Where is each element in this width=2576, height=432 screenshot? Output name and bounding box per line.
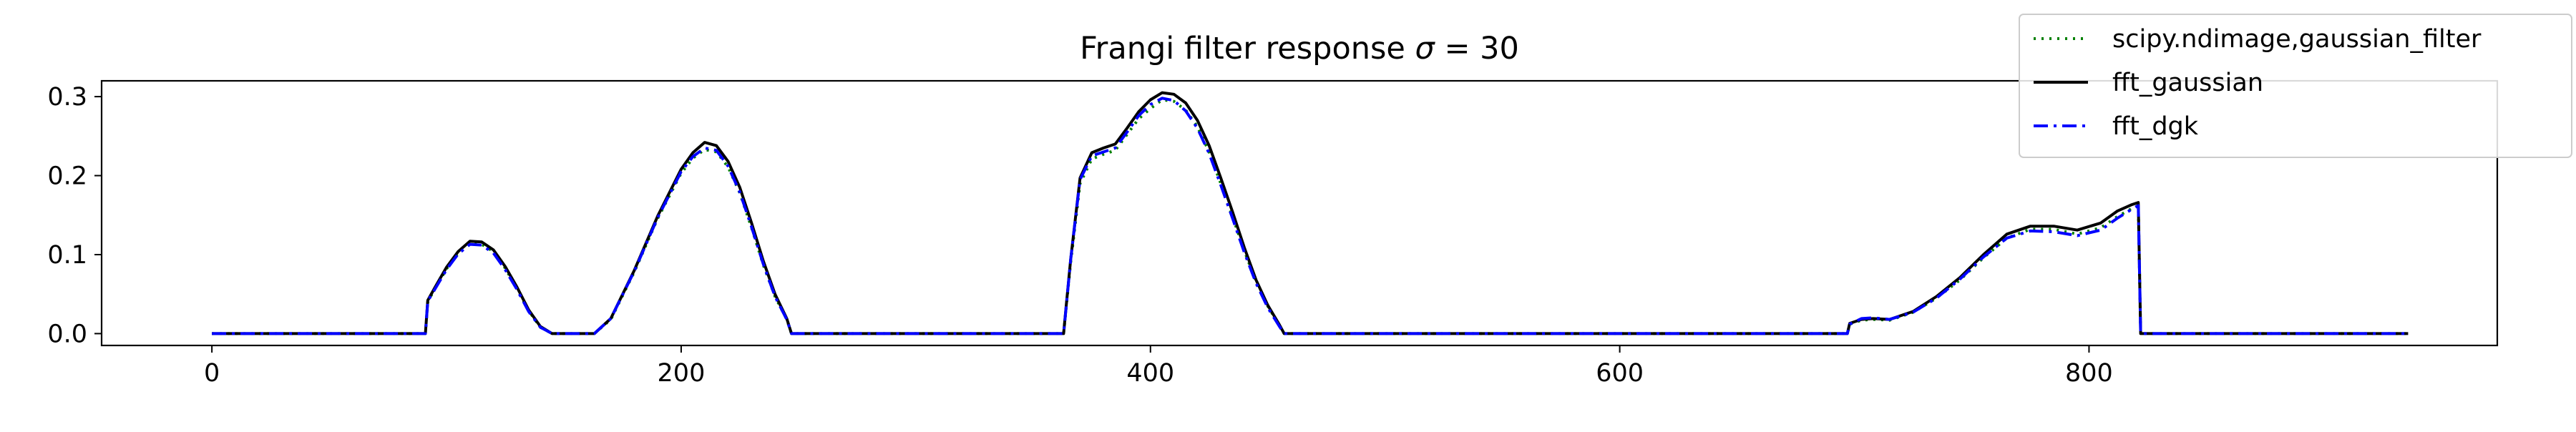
chart-title: Frangi filter response σ = 30	[1080, 31, 1519, 67]
y-tick-label: 0.1	[47, 241, 87, 270]
x-tick-label: 400	[1126, 359, 1174, 388]
axes-frame	[100, 79, 2499, 347]
series-line-fft-dgk	[212, 97, 2409, 335]
chart-title-symbol: σ	[1415, 31, 1436, 67]
x-tick-label: 0	[204, 359, 220, 388]
x-axis: 0 200 400 600 800	[204, 345, 2113, 388]
y-tick-label: 0.3	[47, 83, 87, 112]
y-tick-label: 0.0	[47, 320, 87, 348]
x-tick-label: 600	[1596, 359, 1644, 388]
chart-title-text: Frangi filter response	[1080, 31, 1415, 67]
x-tick-label: 200	[658, 359, 706, 388]
series-group	[212, 91, 2409, 335]
legend-label: fft_gaussian	[2112, 69, 2263, 97]
legend: scipy.ndimage,gaussian_filter fft_gaussia…	[2019, 14, 2572, 158]
y-tick-label: 0.2	[47, 162, 87, 191]
x-tick-label: 800	[2065, 359, 2113, 388]
chart-title-value: = 30	[1435, 31, 1519, 67]
legend-label: scipy.ndimage,gaussian_filter	[2112, 25, 2482, 54]
legend-label: fft_dgk	[2112, 112, 2199, 141]
legend-box	[2019, 14, 2572, 158]
y-axis: 0.0 0.1 0.2 0.3	[47, 83, 102, 348]
